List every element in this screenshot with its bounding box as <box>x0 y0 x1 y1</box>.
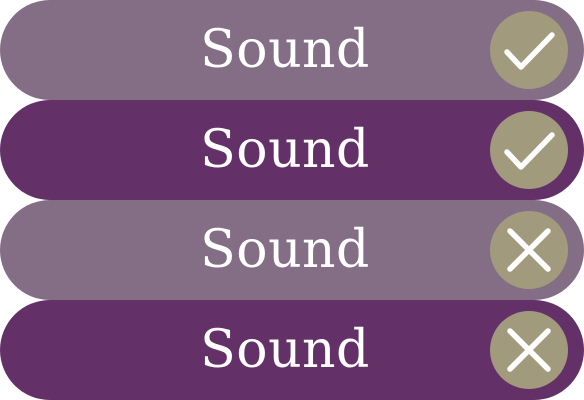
sound-toggle-on-light[interactable]: Sound <box>0 0 584 100</box>
toggle-label: Sound <box>200 320 370 380</box>
toggle-label: Sound <box>200 20 370 80</box>
toggle-badge[interactable] <box>490 211 568 289</box>
toggle-badge[interactable] <box>490 311 568 389</box>
check-icon <box>504 32 555 70</box>
cross-icon <box>507 228 551 272</box>
toggle-badge[interactable] <box>490 11 568 89</box>
cross-icon <box>507 328 551 372</box>
check-icon <box>504 132 555 170</box>
sound-toggle-on-dark[interactable]: Sound <box>0 100 584 200</box>
sound-toggle-off-dark[interactable]: Sound <box>0 300 584 400</box>
toggle-label: Sound <box>200 120 370 180</box>
toggle-badge[interactable] <box>490 111 568 189</box>
toggle-label: Sound <box>200 220 370 280</box>
sound-toggle-off-light[interactable]: Sound <box>0 200 584 300</box>
